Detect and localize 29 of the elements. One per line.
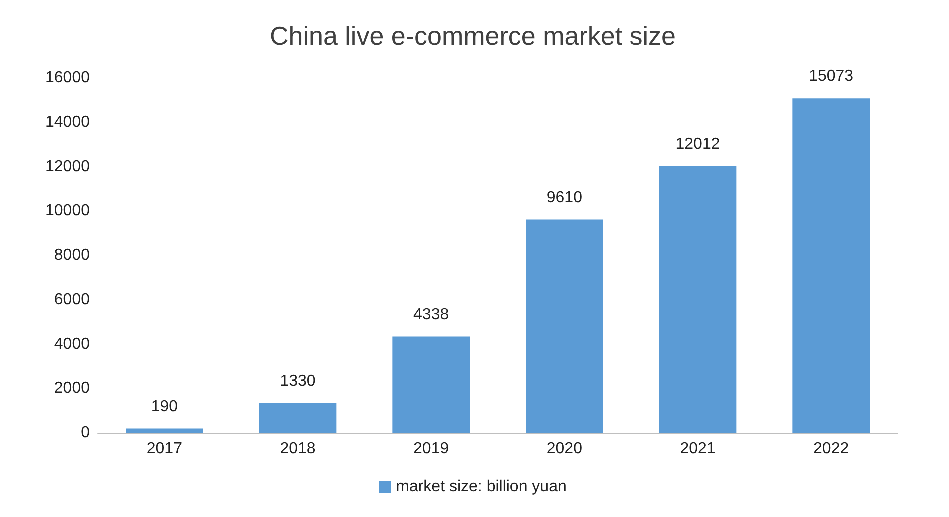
bar — [526, 220, 604, 433]
y-tick-label: 14000 — [46, 114, 90, 131]
y-tick-label: 12000 — [46, 158, 90, 176]
x-tick-label: 2018 — [280, 440, 316, 458]
y-tick-label: 4000 — [54, 336, 90, 353]
data-label: 15073 — [809, 68, 854, 86]
bar — [659, 166, 737, 433]
x-tick-label: 2020 — [546, 440, 583, 458]
data-label: 190 — [151, 398, 178, 416]
y-tick-label: 10000 — [46, 202, 90, 220]
bar — [259, 403, 337, 433]
bar — [792, 98, 870, 433]
y-tick-label: 8000 — [54, 247, 90, 264]
data-label: 9610 — [546, 189, 583, 206]
bar — [392, 336, 470, 433]
x-tick-label: 2021 — [680, 440, 716, 458]
y-tick-label: 16000 — [46, 70, 90, 86]
data-label: 12012 — [676, 136, 720, 153]
x-tick-label: 2022 — [814, 440, 850, 458]
data-label: 1330 — [280, 372, 316, 390]
x-tick-label: 2019 — [414, 440, 450, 458]
y-tick-label: 6000 — [54, 291, 90, 308]
bar — [126, 428, 204, 433]
y-tick-label: 0 — [81, 424, 90, 442]
data-label: 4338 — [414, 306, 450, 324]
y-tick-label: 2000 — [54, 380, 90, 398]
chart-title: China live e-commerce market size — [270, 21, 676, 51]
x-tick-label: 2017 — [146, 440, 183, 458]
legend-label: market size: billion yuan — [396, 478, 567, 496]
